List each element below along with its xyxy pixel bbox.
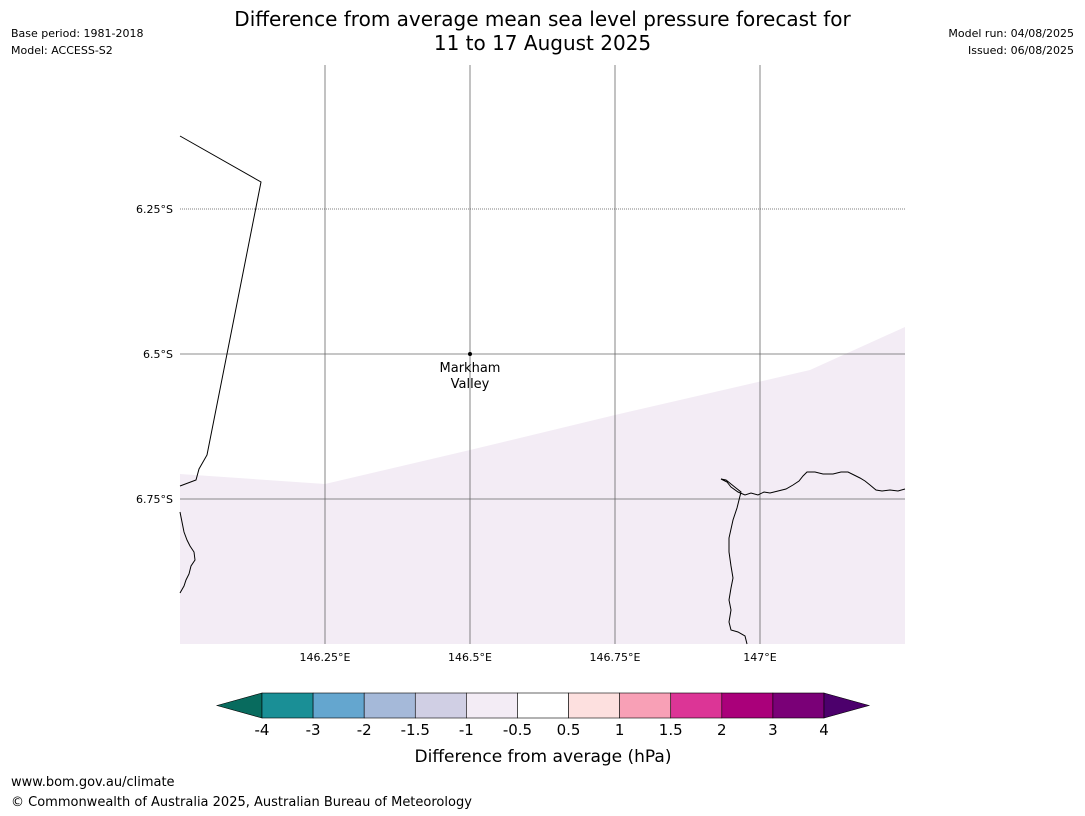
- lat-label: 6.75°S: [136, 493, 173, 506]
- colorbar-label: Difference from average (hPa): [415, 747, 672, 767]
- border-line: [179, 135, 262, 487]
- colorbar-swatch: [568, 692, 620, 719]
- colorbar-swatch: [772, 692, 825, 719]
- lat-label: 6.25°S: [136, 203, 173, 216]
- run-info: Model run: 04/08/2025 Issued: 06/08/2025: [948, 25, 1074, 59]
- colorbar-tick-label: -0.5: [503, 721, 532, 739]
- title-line-2: 11 to 17 August 2025: [433, 31, 652, 55]
- colorbar-swatch: [261, 692, 314, 719]
- colorbar-tick-label: 1: [615, 721, 625, 739]
- colorbar-high-extension: [823, 692, 871, 719]
- colorbar-tick-label: 3: [768, 721, 778, 739]
- map-title: Difference from average mean sea level p…: [0, 7, 1085, 55]
- colorbar-tick-label: -1.5: [401, 721, 430, 739]
- colorbar-tick-label: -4: [255, 721, 270, 739]
- lon-label: 146.75°E: [590, 651, 641, 664]
- colorbar-swatch: [619, 692, 672, 719]
- model-info: Base period: 1981-2018 Model: ACCESS-S2: [11, 25, 143, 59]
- colorbar-tick-label: 4: [819, 721, 829, 739]
- colorbar-swatch: [363, 692, 416, 719]
- model-run-label: Model run: 04/08/2025: [948, 27, 1074, 40]
- colorbar-swatches: [261, 692, 825, 719]
- lon-label: 146.5°E: [448, 651, 492, 664]
- colorbar-low-extension: [215, 692, 263, 719]
- lat-label: 6.5°S: [143, 348, 173, 361]
- colorbar-swatch: [517, 692, 569, 719]
- title-line-1: Difference from average mean sea level p…: [234, 7, 851, 31]
- colorbar: -4 -3 -2 -1.5 -1 -0.5 0.5 1 1.5 2 3 4 Difference fr…: [215, 692, 871, 767]
- markham-valley-marker: [468, 352, 472, 356]
- colorbar-tick-label: -3: [306, 721, 321, 739]
- colorbar-tick-label: -1: [459, 721, 474, 739]
- lon-label: 147°E: [743, 651, 776, 664]
- colorbar-swatch: [312, 692, 365, 719]
- model-label: Model: ACCESS-S2: [11, 44, 113, 57]
- colorbar-swatch: [670, 692, 723, 719]
- colorbar-swatch: [466, 692, 518, 719]
- place-name-line-1: Markham: [440, 361, 501, 376]
- map-panel: Markham Valley 6.25°S 6.5°S 6.75°S 146.2…: [136, 65, 906, 664]
- footer-copyright: © Commonwealth of Australia 2025, Austra…: [11, 795, 472, 810]
- place-name-line-2: Valley: [451, 377, 490, 392]
- colorbar-tick-label: 1.5: [659, 721, 683, 739]
- coastline-east: [720, 471, 906, 645]
- colorbar-swatch: [721, 692, 774, 719]
- colorbar-tick-labels: -4 -3 -2 -1.5 -1 -0.5 0.5 1 1.5 2 3 4: [255, 721, 829, 739]
- lon-label: 146.25°E: [300, 651, 351, 664]
- issued-label: Issued: 06/08/2025: [967, 44, 1074, 57]
- coastline-west: [179, 511, 196, 594]
- colorbar-tick-label: 2: [717, 721, 727, 739]
- base-period-label: Base period: 1981-2018: [11, 27, 144, 40]
- colorbar-tick-label: -2: [357, 721, 372, 739]
- anomaly-shading: [180, 327, 905, 644]
- colorbar-tick-label: 0.5: [557, 721, 581, 739]
- footer-url: www.bom.gov.au/climate: [11, 775, 175, 790]
- colorbar-swatch: [414, 692, 467, 719]
